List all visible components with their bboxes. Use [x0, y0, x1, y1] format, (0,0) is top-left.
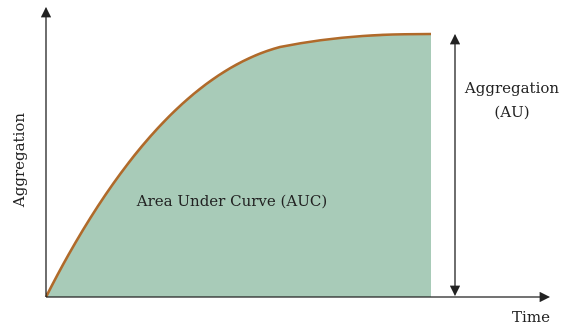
measure-label-line1: Aggregation	[464, 79, 559, 97]
y-axis-label: Aggregation	[10, 113, 28, 208]
auc-label: Area Under Curve (AUC)	[136, 192, 327, 210]
x-axis-label: Time	[512, 308, 550, 326]
auc-area	[46, 34, 431, 297]
measure-label-line2: (AU)	[494, 103, 529, 121]
aggregation-curve	[44, 32, 432, 298]
